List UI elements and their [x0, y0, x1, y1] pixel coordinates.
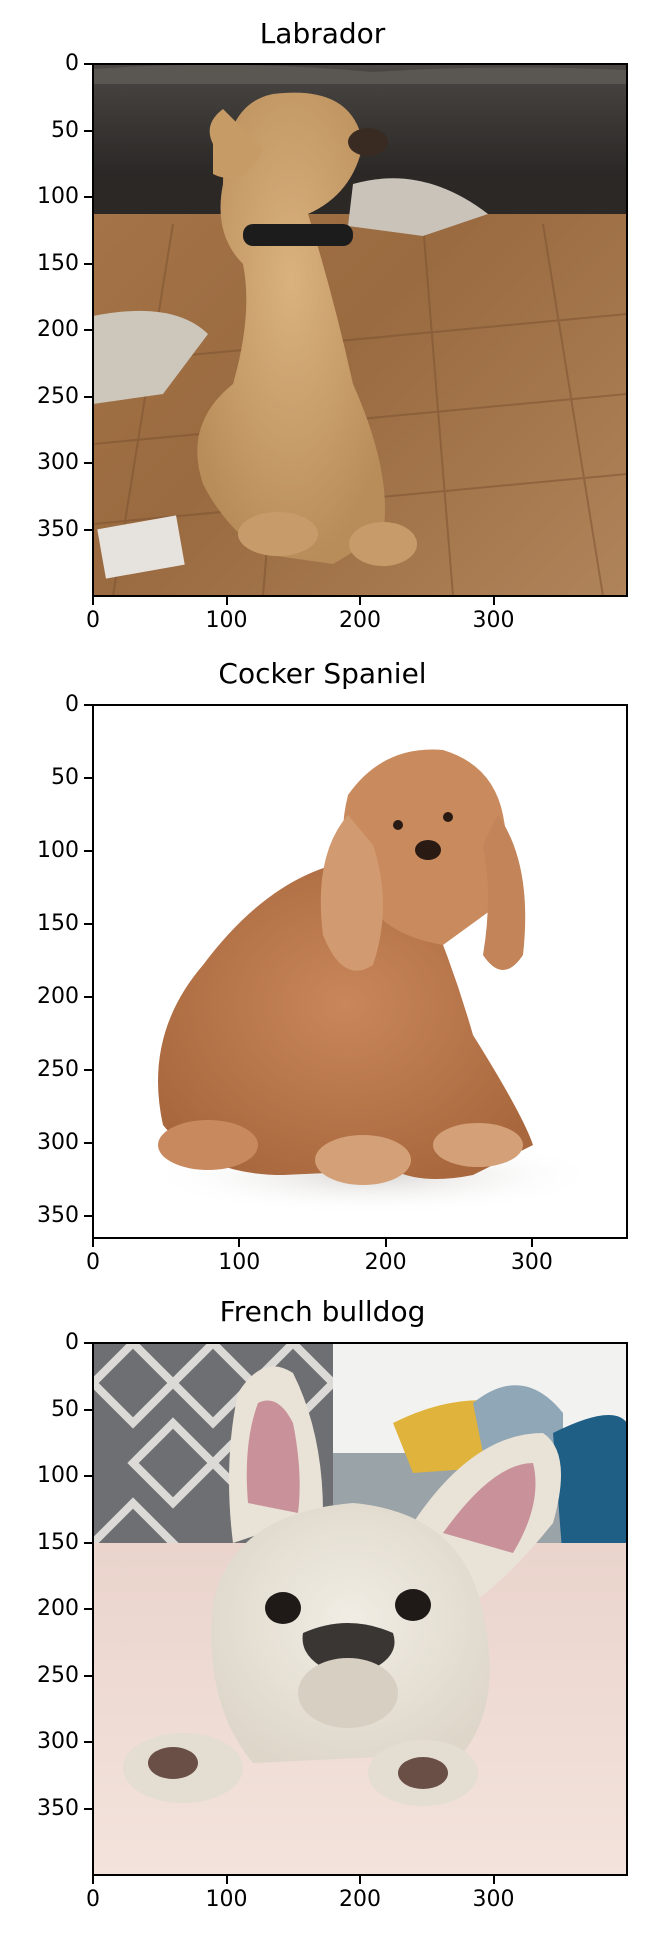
x-tick-label: 0: [86, 1887, 100, 1912]
x-tick-label: 200: [339, 608, 381, 633]
x-tick: [492, 1876, 495, 1884]
chart-title: Labrador: [259, 17, 386, 50]
x-tick-label: 0: [86, 1250, 100, 1275]
labrador-image: [93, 64, 627, 596]
x-tick-label: 300: [510, 1250, 553, 1275]
subplot-cocker-spaniel: Cocker Spaniel: [37, 657, 628, 1275]
y-tick: [84, 923, 92, 926]
y-tick: [84, 129, 92, 132]
y-tick-label: 150: [37, 911, 79, 937]
y-tick: [84, 850, 92, 853]
x-tick-label: 100: [205, 1887, 248, 1912]
x-tick: [359, 1876, 361, 1884]
y-tick-label: 200: [37, 317, 79, 342]
y-tick: [84, 996, 92, 999]
y-tick-label: 250: [37, 383, 79, 409]
y-tick: [84, 1541, 92, 1544]
y-tick: [84, 1807, 92, 1810]
y-tick: [84, 528, 92, 531]
y-tick: [84, 1215, 92, 1218]
y-tick: [84, 777, 92, 779]
french-bulldog-image: [93, 1343, 627, 1875]
y-tick: [84, 704, 92, 706]
y-tick: [84, 63, 92, 65]
y-tick-label: 200: [37, 1596, 79, 1621]
y-tick: [84, 395, 92, 398]
x-tick: [492, 597, 495, 605]
y-tick: [84, 1342, 92, 1344]
chart-title: French bulldog: [219, 1295, 426, 1328]
y-tick-label: 300: [37, 1729, 79, 1754]
x-tick-label: 200: [364, 1250, 407, 1275]
x-tick-label: 300: [472, 1887, 515, 1912]
x-tick: [92, 1239, 94, 1247]
y-tick-label: 100: [37, 838, 79, 864]
y-tick: [84, 1608, 92, 1610]
y-tick-label: 300: [37, 1130, 79, 1156]
y-tick: [84, 1674, 92, 1677]
x-tick: [238, 1239, 241, 1247]
y-tick: [84, 462, 92, 464]
y-tick-label: 0: [65, 1330, 79, 1355]
subplot-labrador: Labrador: [0, 0, 645, 640]
y-tick: [84, 1475, 92, 1477]
y-tick-label: 150: [37, 1529, 79, 1555]
x-tick: [225, 1876, 228, 1884]
x-tick: [92, 1876, 94, 1884]
y-tick-label: 250: [37, 1662, 79, 1688]
x-tick-label: 300: [472, 608, 515, 633]
y-tick: [84, 1069, 92, 1072]
y-tick-label: 50: [51, 765, 79, 790]
y-tick-label: 100: [37, 1463, 79, 1488]
y-tick-label: 150: [37, 250, 79, 276]
y-tick-label: 300: [37, 450, 79, 475]
y-tick-label: 350: [37, 1795, 79, 1821]
x-tick: [384, 1239, 387, 1247]
x-tick-label: 200: [339, 1887, 381, 1912]
y-tick-label: 50: [51, 1396, 79, 1422]
y-tick-label: 350: [37, 1203, 79, 1229]
y-tick-label: 250: [37, 1057, 79, 1083]
y-tick-label: 0: [65, 692, 79, 717]
y-tick-label: 200: [37, 984, 79, 1010]
cocker-spaniel-image: [93, 705, 627, 1238]
x-tick: [92, 597, 94, 605]
x-tick: [359, 597, 361, 605]
x-tick-label: 0: [86, 608, 100, 633]
x-tick: [530, 1239, 533, 1247]
y-tick: [84, 196, 92, 198]
y-tick-label: 50: [51, 117, 79, 143]
y-tick: [84, 1741, 92, 1743]
y-tick: [84, 262, 92, 265]
y-tick: [84, 1142, 92, 1145]
y-tick: [84, 1408, 92, 1411]
x-tick-label: 100: [205, 608, 248, 633]
y-tick-label: 100: [37, 184, 79, 209]
x-tick-label: 100: [218, 1250, 261, 1275]
y-tick-label: 350: [37, 516, 79, 542]
chart-title: Cocker Spaniel: [218, 657, 427, 690]
y-tick: [84, 329, 92, 331]
x-tick: [225, 597, 228, 605]
y-tick-label: 0: [65, 51, 79, 76]
